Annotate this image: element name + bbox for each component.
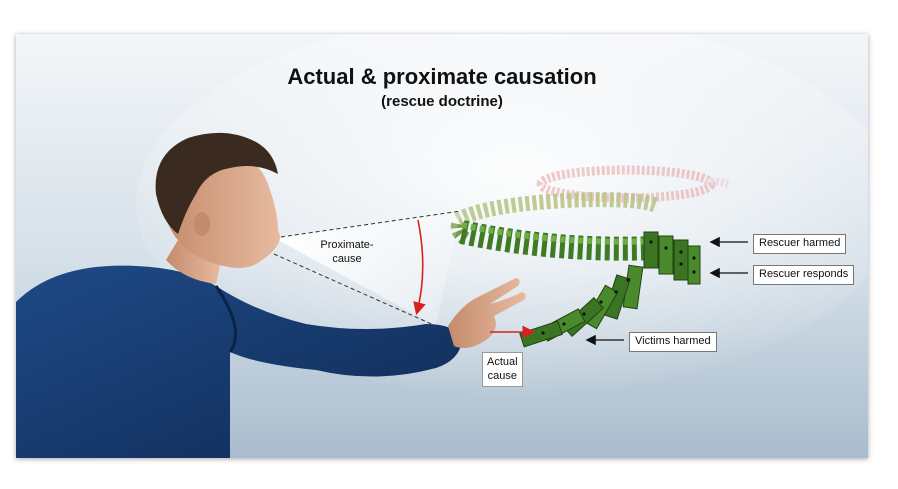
- cone-edge-top: [273, 210, 462, 239]
- domino-row-standing: [459, 220, 657, 261]
- diagram-scene: [16, 34, 868, 458]
- domino-cluster-rescuer: [643, 231, 701, 285]
- victims-harmed-label: Victims harmed: [629, 332, 717, 352]
- person-figure: [16, 132, 526, 458]
- figure-frame: Actual & proximate causation (rescue doc…: [16, 34, 868, 458]
- cone-edge-bottom: [273, 253, 437, 327]
- proximate-cause-arrow: [413, 219, 426, 316]
- actual-cause-label: Actual cause: [482, 352, 523, 387]
- vision-cone: [274, 211, 461, 326]
- diagram-title: Actual & proximate causation: [287, 64, 597, 89]
- rescuer-responds-label: Rescuer responds: [753, 265, 855, 285]
- domino-cluster-falling: [519, 264, 644, 348]
- diagram-subtitle: (rescue doctrine): [381, 93, 503, 110]
- rescuer-harmed-label: Rescuer harmed: [753, 234, 847, 254]
- proximate-cause-label: Proximate- cause: [320, 239, 374, 265]
